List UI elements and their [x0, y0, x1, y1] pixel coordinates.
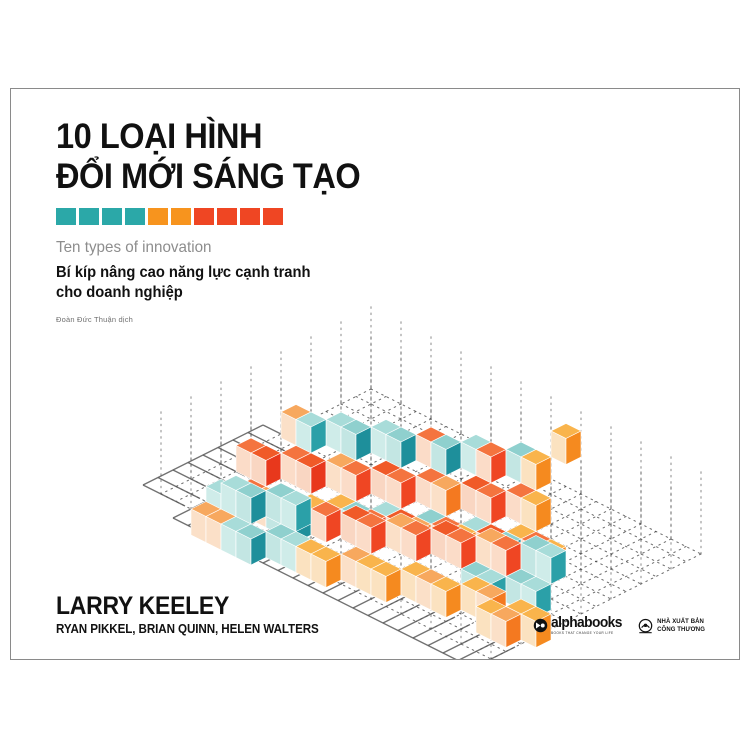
swatch-0	[56, 208, 76, 225]
color-swatch-bar	[56, 208, 396, 225]
alphabooks-tagline: BOOKS THAT CHANGE YOUR LIFE	[550, 630, 614, 635]
cube	[235, 523, 267, 566]
cube	[550, 423, 582, 465]
cube	[250, 445, 282, 487]
subtitle-english: Ten types of innovation	[56, 239, 212, 256]
cube	[490, 606, 522, 648]
cube	[295, 411, 327, 454]
alphabooks-text: alphabooks BOOKS THAT CHANGE YOUR LIFE	[551, 616, 626, 635]
cube	[310, 501, 342, 543]
swatch-5	[171, 208, 191, 225]
cube	[385, 426, 417, 469]
alphabooks-name: alphabooks	[550, 614, 622, 631]
cube	[280, 490, 312, 532]
publisher-logos: alphabooks BOOKS THAT CHANGE YOUR LIFE N…	[533, 616, 705, 635]
swatch-8	[240, 208, 260, 225]
cube	[490, 535, 522, 577]
cover-card: 10 LOẠI HÌNH ĐỔI MỚI SÁNG TẠO Ten types …	[10, 88, 740, 660]
alpha-circle-icon	[533, 618, 547, 633]
cube	[340, 419, 372, 461]
cube	[430, 434, 462, 476]
swatch-6	[194, 208, 214, 225]
author-block: LARRY KEELEY RYAN PIKKEL, BRIAN QUINN, H…	[56, 592, 338, 637]
isometric-cube-artwork	[11, 89, 739, 659]
translator-credit: Đoàn Đức Thuận dịch	[56, 315, 134, 324]
artwork-canvas	[142, 305, 702, 659]
cube	[370, 561, 402, 603]
swatch-3	[125, 208, 145, 225]
cube	[235, 482, 267, 525]
nxb-circle-icon	[638, 618, 653, 634]
nxb-line-2: CÔNG THƯƠNG	[657, 626, 705, 633]
cube	[385, 467, 417, 510]
cube	[310, 546, 342, 588]
cube	[475, 482, 507, 525]
author-secondary-names: RYAN PIKKEL, BRIAN QUINN, HELEN WALTERS	[56, 622, 319, 636]
page-title-line-2: ĐỔI MỚI SÁNG TẠO	[56, 157, 361, 196]
swatch-7	[217, 208, 237, 225]
cube	[475, 441, 507, 484]
cubes-layer	[190, 404, 582, 648]
alphabooks-logo: alphabooks BOOKS THAT CHANGE YOUR LIFE	[533, 616, 626, 635]
cube	[295, 452, 327, 495]
title-block: 10 LOẠI HÌNH ĐỔI MỚI SÁNG TẠO Ten types …	[56, 117, 396, 324]
nxb-text: NHÀ XUẤT BẢN CÔNG THƯƠNG	[657, 619, 705, 633]
cube	[355, 512, 387, 555]
subtitle-vietnamese-line-2: cho doanh nghiệp	[56, 284, 183, 301]
cube	[520, 490, 552, 532]
cube	[430, 475, 462, 517]
author-primary-name: LARRY KEELEY	[56, 592, 230, 620]
cube	[430, 576, 462, 618]
subtitle-vietnamese-line-1: Bí kíp nâng cao năng lực cạnh tranh	[56, 264, 311, 281]
cube	[400, 520, 432, 562]
cube	[340, 460, 372, 502]
swatch-2	[102, 208, 122, 225]
swatch-1	[79, 208, 99, 225]
cube	[520, 449, 552, 491]
swatch-4	[148, 208, 168, 225]
cube	[445, 527, 477, 570]
page-title-line-1: 10 LOẠI HÌNH	[56, 117, 263, 156]
cube	[535, 542, 567, 585]
nxb-cong-thuong-logo: NHÀ XUẤT BẢN CÔNG THƯƠNG	[637, 618, 705, 635]
swatch-9	[263, 208, 283, 225]
nxb-line-1: NHÀ XUẤT BẢN	[657, 619, 704, 626]
